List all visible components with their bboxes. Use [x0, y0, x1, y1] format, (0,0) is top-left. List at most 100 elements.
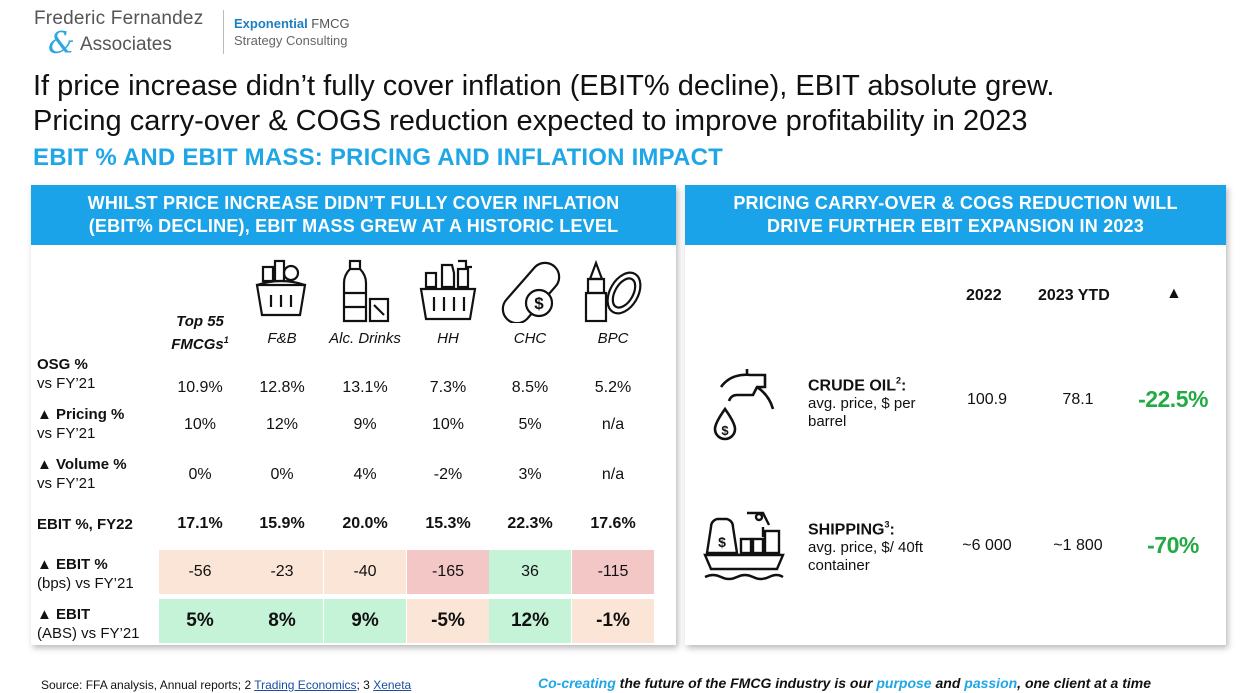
crude-oil-desc1: avg. price, $ per	[808, 395, 916, 413]
cell-volume-alc: 4%	[353, 466, 377, 483]
tagline-part4: and	[931, 675, 965, 691]
crude-oil-change: -22.5%	[1138, 386, 1208, 412]
cell-osg-alc: 13.1%	[342, 379, 388, 396]
right-title-line2: DRIVE FURTHER EBIT EXPANSION IN 2023	[767, 216, 1144, 236]
cell-ebit-abs-top55: 5%	[159, 599, 241, 643]
svg-text:$: $	[534, 294, 544, 313]
right-panel-title: PRICING CARRY-OVER & COGS REDUCTION WILL…	[685, 185, 1226, 245]
row-label-ebit-bps-title: ▲ EBIT %	[37, 556, 108, 573]
cell-ebit-bps-alc: -40	[324, 550, 406, 594]
shipping-change: -70%	[1147, 532, 1199, 558]
crude-oil-colon: :	[901, 377, 907, 395]
bottle-glass-icon	[342, 259, 390, 323]
row-label-volume-title: ▲ Volume %	[37, 456, 127, 473]
cell-osg-chc: 8.5%	[511, 379, 549, 396]
food-basket-icon	[255, 259, 307, 317]
column-header-alc-drinks: Alc. Drinks	[329, 330, 401, 347]
svg-text:$: $	[718, 534, 726, 550]
source-mid: ; 3	[356, 678, 374, 692]
column-header-top55-sup: 1	[223, 335, 229, 345]
shipping-desc2: container	[808, 557, 870, 575]
row-label-pricing-sub: vs FY’21	[37, 425, 96, 442]
column-header-chc: CHC	[513, 330, 547, 347]
lipstick-mirror-icon	[584, 259, 642, 323]
cell-osg-top55: 10.9%	[177, 379, 223, 396]
tagline-part6: , one client at a time	[1017, 675, 1151, 691]
column-header-hh: HH	[437, 330, 459, 347]
cell-ebit-top55: 17.1%	[177, 515, 223, 532]
cell-volume-chc: 3%	[518, 466, 542, 483]
crude-oil-desc2: barrel	[808, 413, 847, 431]
headline-line1: If price increase didn’t fully cover inf…	[33, 70, 1055, 102]
fuel-nozzle-icon: $	[713, 369, 775, 441]
logo-text-line1: Frederic Fernandez	[34, 8, 204, 29]
column-header-top55: Top 55 FMCGs1	[155, 312, 245, 354]
column-header-bpc: BPC	[597, 330, 629, 347]
row-label-osg: OSG % vs FY’21	[37, 355, 95, 393]
crude-oil-sup: 2	[896, 376, 902, 386]
row-label-ebit-bps-sub: (bps) vs FY’21	[37, 575, 134, 592]
cargo-ship-icon: $	[703, 511, 785, 581]
shipping-desc1: avg. price, $/ 40ft	[808, 539, 924, 557]
cell-pricing-chc: 5%	[518, 416, 542, 433]
crude-oil-label: CRUDE OIL2: avg. price, $ per barrel	[808, 372, 916, 431]
cell-ebit-bps-bpc: -115	[572, 550, 654, 594]
cogs-outlook-panel: PRICING CARRY-OVER & COGS REDUCTION WILL…	[685, 185, 1226, 645]
cell-ebit-abs-alc: 9%	[324, 599, 406, 643]
shipping-2022: ~6 000	[962, 537, 1012, 554]
cell-osg-fb: 12.8%	[259, 379, 305, 396]
row-label-ebit-abs: ▲ EBIT (ABS) vs FY’21	[37, 605, 140, 643]
ebit-table-panel: WHILST PRICE INCREASE DIDN’T FULLY COVER…	[31, 185, 676, 645]
headline-line2: Pricing carry-over & COGS reduction expe…	[33, 105, 1028, 137]
source-footnote: Source: FFA analysis, Annual reports; 2 …	[41, 678, 411, 692]
cell-pricing-bpc: n/a	[601, 416, 625, 433]
cell-ebit-bps-top55: -56	[159, 550, 241, 594]
cleaning-basket-icon	[419, 259, 477, 321]
shipping-colon: :	[889, 521, 895, 539]
row-label-ebit-fy22: EBIT %, FY22	[37, 515, 133, 534]
shipping-name: SHIPPING	[808, 521, 885, 539]
left-title-line1: WHILST PRICE INCREASE DIDN’T FULLY COVER…	[87, 193, 620, 213]
left-title-line2: (EBIT% DECLINE), EBIT MASS GREW AT A HIS…	[88, 216, 619, 236]
tagline-part1: Co-creating	[538, 675, 616, 691]
row-label-ebit-abs-sub: (ABS) vs FY’21	[37, 625, 140, 642]
crude-oil-name: CRUDE OIL	[808, 377, 896, 395]
row-label-ebit-fy22-title: EBIT %, FY22	[37, 516, 133, 533]
logo-exp-line2: Strategy Consulting	[234, 33, 348, 48]
logo-exp-rest: FMCG	[307, 16, 350, 31]
crude-oil-2023: 78.1	[1062, 391, 1094, 408]
logo-divider	[223, 10, 224, 54]
logo-exp-bold: Exponential	[234, 16, 308, 31]
crude-oil-2022: 100.9	[966, 391, 1008, 408]
cell-ebit-abs-chc: 12%	[489, 599, 571, 643]
trading-economics-link[interactable]: Trading Economics	[254, 678, 357, 692]
logo-ampersand: &	[48, 26, 75, 61]
row-label-ebit-abs-title: ▲ EBIT	[37, 606, 91, 623]
row-label-pricing-title: ▲ Pricing %	[37, 406, 125, 423]
row-label-volume: ▲ Volume % vs FY’21	[37, 455, 127, 493]
shipping-2023: ~1 800	[1053, 537, 1103, 554]
column-header-change: ▲	[1166, 285, 1182, 302]
tagline: Co-creating the future of the FMCG indus…	[538, 675, 1151, 691]
row-label-osg-sub: vs FY’21	[37, 375, 96, 392]
pill-dollar-icon: $	[501, 261, 561, 323]
cell-volume-bpc: n/a	[601, 466, 625, 483]
row-label-volume-sub: vs FY’21	[37, 475, 96, 492]
logo-exp-line1: Exponential FMCG	[234, 16, 350, 31]
column-header-top55-label: FMCGs	[171, 336, 224, 353]
cell-pricing-top55: 10%	[183, 416, 217, 433]
page-headline: If price increase didn’t fully cover inf…	[33, 69, 1223, 139]
source-prefix: Source: FFA analysis, Annual reports; 2	[41, 678, 255, 692]
cell-ebit-abs-bpc: -1%	[572, 599, 654, 643]
xeneta-link[interactable]: Xeneta	[373, 678, 412, 692]
column-header-2023ytd: 2023 YTD	[1038, 287, 1110, 304]
left-panel-title: WHILST PRICE INCREASE DIDN’T FULLY COVER…	[31, 185, 676, 245]
cell-ebit-bpc: 17.6%	[590, 515, 636, 532]
cell-pricing-hh: 10%	[431, 416, 465, 433]
cell-ebit-alc: 20.0%	[342, 515, 388, 532]
row-label-osg-title: OSG %	[37, 356, 88, 373]
right-title-line1: PRICING CARRY-OVER & COGS REDUCTION WILL	[733, 193, 1178, 213]
cell-ebit-chc: 22.3%	[507, 515, 553, 532]
cell-ebit-hh: 15.3%	[425, 515, 471, 532]
column-header-top55-line1: Top 55	[176, 313, 224, 330]
